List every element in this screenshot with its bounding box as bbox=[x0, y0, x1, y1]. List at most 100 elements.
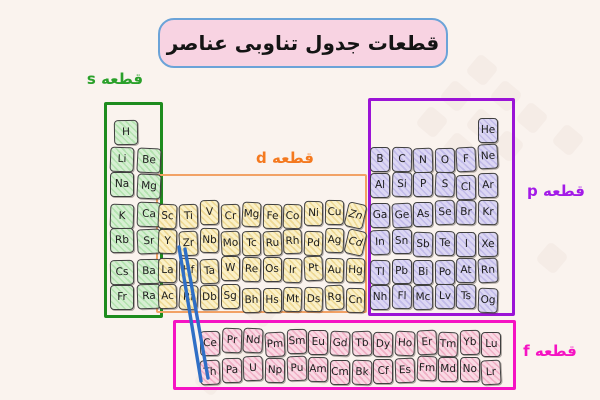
element-tile-os: Os bbox=[262, 257, 282, 282]
element-tile-pt: Pt bbox=[303, 255, 324, 282]
element-tile-mg: Mg bbox=[240, 201, 262, 228]
element-tile-ge: Ge bbox=[390, 202, 413, 229]
element-tile-mt: Mt bbox=[282, 286, 303, 313]
element-tile-cr: Cr bbox=[220, 203, 241, 230]
element-tile-fl: Fl bbox=[391, 283, 412, 310]
element-tile-cm: Cm bbox=[329, 360, 350, 385]
element-tile-se: Se bbox=[434, 199, 456, 226]
element-tile-as: As bbox=[413, 202, 434, 227]
element-tile-bh: Bh bbox=[241, 287, 261, 314]
s-block-label: قطعه s bbox=[86, 70, 144, 88]
element-tile-la: La bbox=[157, 257, 178, 284]
element-tile-pm: Pm bbox=[264, 331, 286, 358]
element-tile-bi: Bi bbox=[413, 260, 434, 285]
element-tile-cs: Cs bbox=[109, 259, 135, 286]
element-tile-h: H bbox=[113, 119, 139, 146]
element-tile-er: Er bbox=[415, 329, 438, 356]
element-tile-cf: Cf bbox=[373, 359, 394, 384]
element-tile-cl: Cl bbox=[456, 174, 477, 201]
element-tile-mg: Mg bbox=[136, 173, 162, 200]
element-tile-w: W bbox=[220, 256, 240, 281]
element-tile-ds: Ds bbox=[303, 286, 324, 313]
element-tile-sb: Sb bbox=[412, 231, 434, 258]
element-tile-pa: Pa bbox=[221, 357, 242, 384]
element-tile-sn: Sn bbox=[391, 229, 412, 254]
element-tile-rf: Rf bbox=[178, 284, 199, 311]
element-tile-au: Au bbox=[324, 257, 345, 284]
element-tile-nh: Nh bbox=[370, 285, 390, 310]
element-tile-u: U bbox=[242, 355, 264, 382]
element-tile-yb: Yb bbox=[459, 329, 481, 356]
background-ghost-tile bbox=[535, 241, 569, 275]
element-tile-hf: Hf bbox=[178, 257, 199, 284]
element-tile-he: He bbox=[478, 118, 498, 143]
element-tile-sc: Sc bbox=[157, 203, 178, 230]
element-tile-co: Co bbox=[282, 203, 303, 230]
element-tile-sg: Sg bbox=[220, 284, 240, 309]
element-tile-bk: Bk bbox=[351, 359, 372, 386]
element-tile-md: Md bbox=[438, 357, 459, 382]
element-tile-rh: Rh bbox=[282, 228, 303, 255]
element-tile-lr: Lr bbox=[480, 359, 503, 386]
f-block-label: قطعه f bbox=[523, 342, 577, 360]
element-tile-gd: Gd bbox=[329, 330, 351, 357]
background-ghost-tile bbox=[551, 123, 585, 157]
element-tile-nd: Nd bbox=[242, 327, 264, 354]
element-tile-pu: Pu bbox=[286, 355, 308, 382]
element-tile-rb: Rb bbox=[109, 227, 135, 254]
element-tile-s: S bbox=[434, 171, 456, 198]
element-tile-po: Po bbox=[434, 259, 456, 286]
element-tile-tl: Tl bbox=[369, 259, 391, 286]
element-tile-y: Y bbox=[157, 228, 178, 255]
element-tile-xe: Xe bbox=[477, 231, 499, 258]
element-tile-th: Th bbox=[199, 359, 221, 386]
element-tile-in: In bbox=[369, 229, 391, 256]
element-tile-am: Am bbox=[308, 356, 329, 383]
element-tile-k: K bbox=[109, 203, 135, 230]
element-tile-mc: Mc bbox=[412, 284, 434, 311]
element-tile-ar: Ar bbox=[477, 172, 499, 199]
element-tile-hg: Hg bbox=[345, 257, 366, 284]
element-tile-ti: Ti bbox=[178, 203, 199, 230]
element-tile-eu: Eu bbox=[308, 330, 329, 355]
element-tile-na: Na bbox=[110, 172, 134, 197]
title-box: قطعات جدول تناوبی عناصر bbox=[158, 18, 448, 68]
element-tile-tc: Tc bbox=[241, 230, 261, 257]
element-tile-v: V bbox=[199, 199, 220, 226]
element-tile-ho: Ho bbox=[394, 330, 416, 357]
element-tile-al: Al bbox=[370, 173, 390, 198]
background-ghost-tile bbox=[465, 53, 499, 87]
element-tile-cu: Cu bbox=[324, 199, 345, 226]
element-tile-i: I bbox=[456, 232, 477, 257]
page-title: قطعات جدول تناوبی عناصر bbox=[166, 31, 440, 55]
element-tile-br: Br bbox=[455, 199, 477, 226]
element-tile-fr: Fr bbox=[110, 285, 134, 310]
p-block-label: قطعه p bbox=[527, 182, 585, 200]
element-tile-rn: Rn bbox=[477, 257, 499, 284]
element-tile-o: O bbox=[434, 147, 456, 174]
element-tile-db: Db bbox=[199, 284, 220, 311]
d-block-label: قطعه d bbox=[256, 149, 314, 167]
element-tile-ac: Ac bbox=[157, 283, 178, 310]
element-tile-si: Si bbox=[391, 171, 413, 198]
element-tile-sm: Sm bbox=[286, 328, 307, 355]
element-tile-be: Be bbox=[136, 147, 162, 174]
element-tile-ru: Ru bbox=[261, 230, 283, 257]
element-tile-ga: Ga bbox=[370, 203, 390, 228]
element-tile-es: Es bbox=[394, 357, 416, 384]
element-tile-f: F bbox=[455, 146, 478, 173]
element-tile-pd: Pd bbox=[303, 230, 324, 257]
element-tile-np: Np bbox=[264, 357, 286, 384]
element-tile-c: C bbox=[391, 146, 412, 173]
element-tile-hs: Hs bbox=[262, 288, 282, 313]
element-tile-mo: Mo bbox=[220, 230, 241, 257]
element-tile-nb: Nb bbox=[199, 227, 220, 254]
element-tile-b: B bbox=[370, 147, 390, 172]
element-tile-cn: Cn bbox=[345, 287, 366, 314]
element-tile-tm: Tm bbox=[437, 331, 459, 358]
element-tile-pb: Pb bbox=[391, 259, 412, 284]
element-tile-pr: Pr bbox=[221, 327, 243, 354]
element-tile-ts: Ts bbox=[456, 283, 477, 310]
element-tile-ta: Ta bbox=[199, 258, 220, 285]
f-block-outline bbox=[173, 320, 516, 390]
